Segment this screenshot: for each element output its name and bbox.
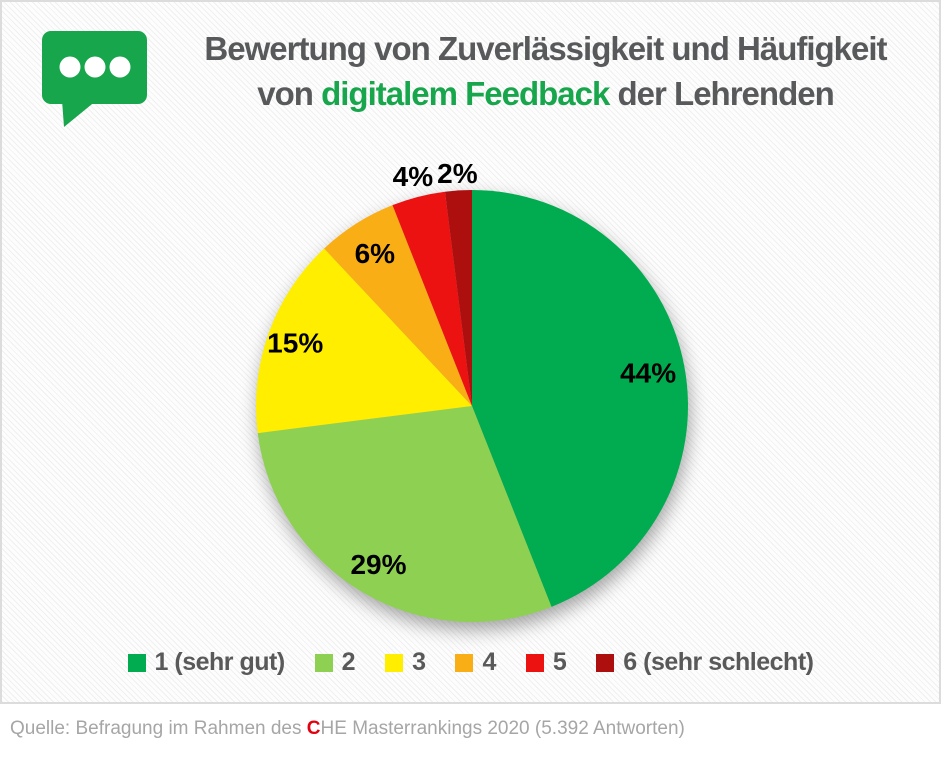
- legend-item-6: 6 (sehr schlecht): [596, 648, 814, 677]
- legend-swatch-2: [314, 653, 333, 672]
- legend-item-3: 3: [385, 648, 426, 677]
- legend-swatch-5: [525, 653, 544, 672]
- pie-slice-4: [324, 205, 472, 406]
- pie-label-2: 29%: [350, 549, 406, 580]
- legend-item-2: 2: [314, 648, 356, 677]
- pie-label-1: 44%: [620, 357, 676, 388]
- chart-card: Bewertung von Zuverlässigkeit und Häufig…: [0, 0, 941, 704]
- pie-label-4: 6%: [355, 238, 396, 269]
- pie-slice-2: [257, 406, 552, 622]
- legend-label-5: 5: [552, 648, 567, 676]
- title-line2: von digitalem Feedback der Lehrenden: [160, 71, 931, 116]
- speech-bubble-icon: [42, 30, 152, 130]
- pie-label-6: 2%: [437, 158, 478, 189]
- legend-label-4: 4: [482, 648, 496, 676]
- legend-item-5: 5: [525, 648, 567, 677]
- page-title: Bewertung von Zuverlässigkeit und Häufig…: [160, 26, 931, 116]
- legend-item-1: 1 (sehr gut): [127, 648, 286, 677]
- source-line: Quelle: Befragung im Rahmen des CHE Mast…: [10, 718, 685, 740]
- pie-slice-3: [255, 248, 472, 434]
- title-line2-prefix: von: [257, 75, 322, 112]
- source-prefix: Quelle: Befragung im Rahmen des: [10, 718, 307, 739]
- legend-label-6: 6 (sehr schlecht): [623, 648, 814, 676]
- source-che-c: C: [306, 718, 321, 739]
- legend-swatch-6: [596, 653, 615, 672]
- legend-label-1: 1 (sehr gut): [154, 648, 286, 676]
- title-line2-suffix: der Lehrenden: [609, 75, 835, 112]
- title-line1: Bewertung von Zuverlässigkeit und Häufig…: [204, 30, 887, 67]
- pie-chart: 44% 29% 15% 6% 4% 2%: [152, 142, 792, 662]
- legend-swatch-4: [455, 653, 474, 672]
- pie-slice-1: [472, 190, 688, 607]
- legend-item-4: 4: [455, 648, 496, 677]
- pie-label-5: 4%: [393, 161, 434, 192]
- title-line2-highlight: digitalem Feedback: [321, 75, 610, 112]
- legend-swatch-3: [385, 653, 404, 672]
- legend-label-2: 2: [341, 648, 356, 676]
- legend-swatch-1: [127, 653, 146, 672]
- legend-label-3: 3: [412, 648, 426, 676]
- pie-slice-5: [392, 191, 472, 406]
- source-suffix: HE Masterrankings 2020 (5.392 Antworten): [320, 718, 685, 739]
- legend: 1 (sehr gut) 2 3 4 5 6 (sehr schlecht): [2, 648, 939, 677]
- pie-label-3: 15%: [267, 327, 323, 358]
- pie-slice-6: [444, 190, 472, 406]
